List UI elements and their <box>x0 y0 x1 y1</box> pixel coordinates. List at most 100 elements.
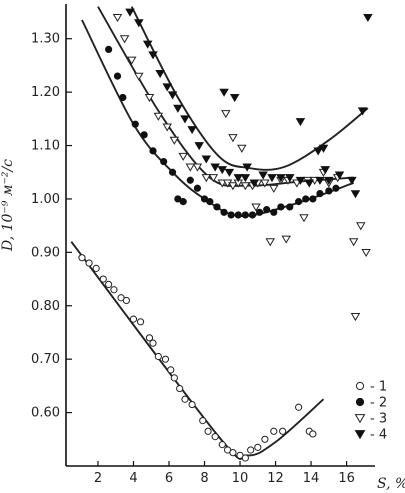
data-point-series-3 <box>144 94 155 103</box>
data-point-series-2 <box>179 198 187 206</box>
data-point-series-1 <box>247 446 255 454</box>
data-point-series-4 <box>219 88 229 97</box>
data-point-series-4 <box>320 166 331 175</box>
data-point-series-3 <box>119 35 130 44</box>
data-point-series-3 <box>162 123 172 132</box>
data-point-series-4 <box>173 104 183 113</box>
legend-label-1: - 1 <box>370 380 387 395</box>
legend-label-4: - 4 <box>370 428 387 443</box>
data-point-series-3 <box>240 182 251 191</box>
data-point-series-4 <box>187 126 197 135</box>
x-tick-label: 14 <box>303 471 320 486</box>
data-point-series-2 <box>119 93 127 102</box>
data-point-series-4 <box>313 147 323 156</box>
data-point-series-4 <box>304 179 315 188</box>
data-point-series-1 <box>99 275 107 283</box>
y-tick-label: 1.30 <box>31 32 60 47</box>
data-point-series-4 <box>224 168 235 177</box>
data-point-series-1 <box>78 254 86 262</box>
data-point-series-3 <box>192 163 203 172</box>
data-point-series-2 <box>213 203 221 211</box>
data-point-series-4 <box>162 83 172 92</box>
data-point-series-3 <box>265 238 275 247</box>
data-point-series-1 <box>241 454 249 462</box>
data-point-series-4 <box>233 174 244 183</box>
data-point-series-2 <box>186 176 194 184</box>
x-axis-title: S, % <box>377 476 405 492</box>
y-axis-title: D, 10⁻⁹ м⁻²/с <box>0 159 16 252</box>
data-point-series-1 <box>229 449 237 457</box>
x-tick-label: 12 <box>267 471 284 486</box>
data-point-series-1 <box>309 430 317 438</box>
data-point-series-4 <box>258 171 268 180</box>
data-point-series-2 <box>248 211 257 219</box>
data-point-series-3 <box>153 112 164 121</box>
data-point-series-1 <box>295 403 303 411</box>
data-point-series-2 <box>295 198 303 206</box>
data-point-series-2 <box>302 195 310 203</box>
data-point-series-4 <box>240 174 251 183</box>
data-point-series-3 <box>299 214 309 223</box>
data-point-series-4 <box>134 19 144 28</box>
data-point-series-2 <box>227 211 235 219</box>
data-point-series-1 <box>204 427 212 435</box>
y-tick-label: 0.70 <box>31 352 60 367</box>
data-point-series-2 <box>263 206 271 214</box>
y-tick-label: 0.80 <box>31 299 60 314</box>
data-point-series-4 <box>125 8 135 17</box>
data-point-series-1 <box>279 427 287 435</box>
data-point-series-4 <box>350 190 361 199</box>
data-point-series-1 <box>218 441 226 449</box>
data-point-series-4 <box>318 144 329 153</box>
data-point-series-2 <box>241 211 249 219</box>
data-point-series-2 <box>131 120 139 128</box>
data-point-series-1 <box>211 433 219 441</box>
data-point-series-3 <box>269 184 279 193</box>
data-point-series-3 <box>185 163 196 172</box>
legend-marker-4 <box>354 430 366 440</box>
data-point-series-4 <box>315 176 325 185</box>
data-point-series-3 <box>178 152 188 161</box>
x-tick-label: 2 <box>94 471 102 486</box>
data-point-series-3 <box>281 235 291 244</box>
data-point-series-2 <box>105 45 113 53</box>
data-point-series-2 <box>149 147 157 155</box>
data-point-series-4 <box>142 40 153 49</box>
data-point-series-1 <box>136 318 145 326</box>
data-point-series-1 <box>254 443 262 451</box>
data-point-series-4 <box>210 163 220 172</box>
data-point-series-4 <box>155 70 165 79</box>
data-point-series-2 <box>160 157 168 166</box>
legend-marker-1 <box>355 381 365 391</box>
data-point-series-3 <box>208 174 219 183</box>
data-point-series-3 <box>169 136 180 145</box>
data-point-series-1 <box>105 280 113 289</box>
legend-label-2: - 2 <box>370 396 387 411</box>
data-point-series-1 <box>167 366 175 374</box>
data-point-series-3 <box>348 238 359 247</box>
data-point-series-4 <box>295 118 306 127</box>
data-point-series-1 <box>92 264 100 272</box>
data-point-series-4 <box>267 174 277 183</box>
data-point-series-3 <box>361 248 371 258</box>
data-point-series-1 <box>161 355 170 363</box>
data-point-series-3 <box>112 13 123 23</box>
data-point-series-4 <box>242 163 252 172</box>
data-points <box>78 8 373 462</box>
data-point-series-4 <box>167 91 178 100</box>
data-point-series-2 <box>206 198 214 206</box>
data-point-series-4 <box>276 174 286 183</box>
data-point-series-2 <box>140 131 148 139</box>
data-point-series-2 <box>309 195 317 203</box>
data-point-series-1 <box>181 395 189 403</box>
fit-curve-series-3 <box>97 6 354 187</box>
data-point-series-2 <box>234 211 242 219</box>
x-tick-label: 4 <box>129 471 137 486</box>
data-point-series-4 <box>324 176 334 185</box>
data-point-series-1 <box>110 286 118 294</box>
legend: - 1- 2- 3- 4 <box>354 380 387 443</box>
data-point-series-1 <box>122 296 130 305</box>
y-tick-label: 1.00 <box>31 192 60 207</box>
data-point-series-2 <box>168 168 177 176</box>
